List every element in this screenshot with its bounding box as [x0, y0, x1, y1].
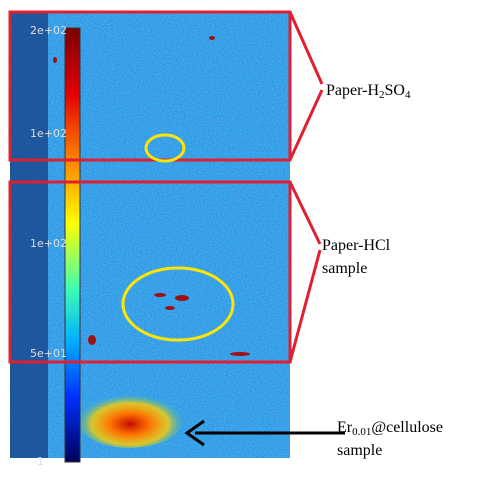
- colorbar-label: 5e+01: [30, 347, 67, 360]
- subscript: 0.01: [352, 426, 371, 438]
- figure: 2e+02 1e+02 1e+02 5e+01 -1 Paper-H2SO4 P…: [0, 0, 478, 477]
- spot: [165, 306, 175, 310]
- annotation: Paper-HCl: [322, 237, 391, 254]
- text: Er: [337, 419, 353, 436]
- leader-line: [290, 90, 322, 160]
- annotation: Paper-H2SO4: [326, 82, 411, 101]
- spot: [88, 335, 96, 345]
- page: 2e+02 1e+02 1e+02 5e+01 -1 Paper-H2SO4 P…: [0, 0, 478, 477]
- text: Paper-H: [326, 82, 379, 99]
- annotation: Er0.01@cellulose: [337, 419, 443, 438]
- text: @cellulose: [371, 419, 443, 436]
- spot: [53, 57, 57, 63]
- colorbar-label: 1e+02: [30, 237, 67, 250]
- colorbar-label: -1: [33, 455, 44, 468]
- subscript: 4: [405, 89, 411, 101]
- colorbar: [65, 28, 80, 462]
- spot: [209, 36, 215, 40]
- annotation: sample: [337, 442, 382, 459]
- map-image: 2e+02 1e+02 1e+02 5e+01 -1: [10, 12, 290, 468]
- spot: [175, 295, 189, 301]
- colorbar-label: 2e+02: [30, 24, 67, 37]
- leader-line: [290, 250, 320, 362]
- hot-region: [75, 388, 185, 448]
- spot: [230, 352, 250, 356]
- spot: [154, 293, 166, 297]
- text: SO: [385, 82, 405, 99]
- leader-line: [290, 12, 322, 84]
- annotation: sample: [322, 260, 367, 277]
- leader-line: [290, 182, 320, 244]
- map-dark-strip: [10, 12, 48, 458]
- colorbar-label: 1e+02: [30, 127, 67, 140]
